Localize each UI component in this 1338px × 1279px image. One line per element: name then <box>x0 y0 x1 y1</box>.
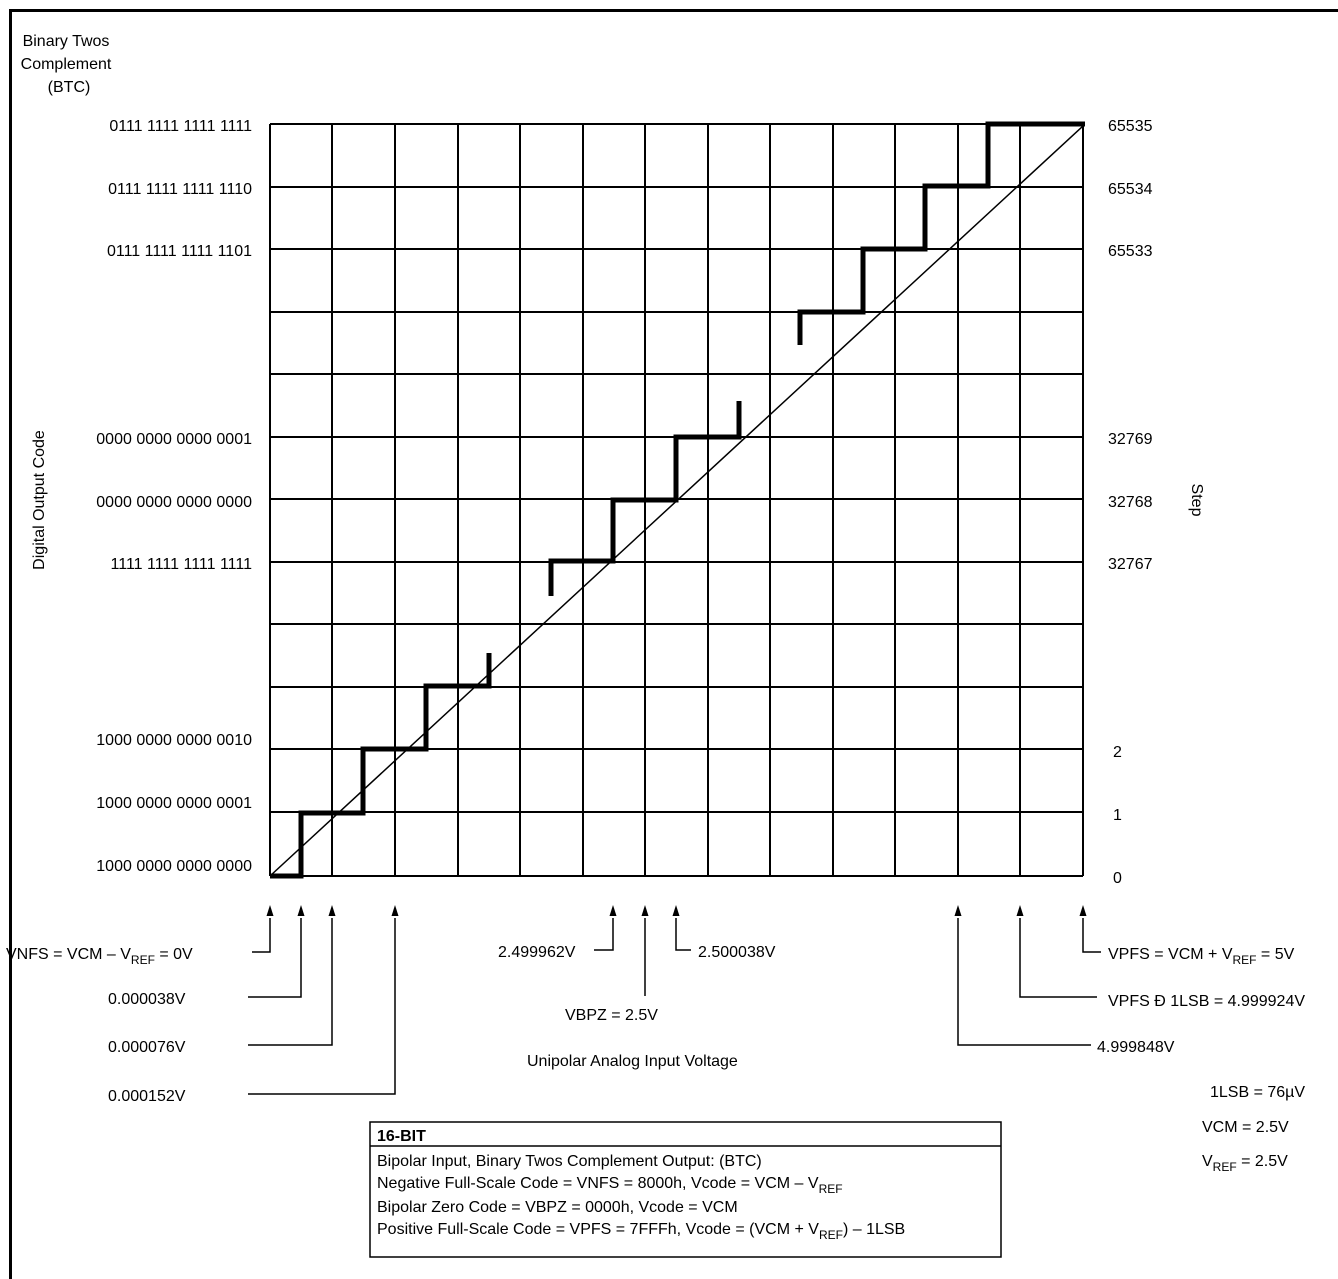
code-label: 0111 1111 1111 1110 <box>108 181 252 198</box>
step-label: 2 <box>1113 744 1122 761</box>
arrowhead <box>298 905 305 916</box>
vpfs-label: VPFS = VCM + VREF = 5V <box>1108 946 1295 967</box>
step-label: 32768 <box>1108 494 1153 511</box>
arrow-leader-line <box>252 918 270 952</box>
info-box: 16-BIT Bipolar Input, Binary Twos Comple… <box>370 1122 1001 1257</box>
code-label: 1111 1111 1111 1111 <box>111 556 253 573</box>
arrowhead <box>673 905 680 916</box>
voltage-label-mid-high: 2.500038V <box>698 944 776 961</box>
step-label: 0 <box>1113 870 1122 887</box>
step-label: 65535 <box>1108 118 1153 135</box>
x-axis-label: Unipolar Analog Input Voltage <box>527 1053 738 1070</box>
code-label: 0000 0000 0000 0000 <box>96 494 252 511</box>
arrow-leader-line <box>248 918 301 997</box>
arrowhead <box>267 905 274 916</box>
arrow-leader-line <box>1083 918 1101 952</box>
voltage-label-lsb1: 0.000038V <box>108 991 186 1008</box>
header-line-2: Complement <box>21 56 112 73</box>
arrow-leader-line <box>958 918 1091 1045</box>
arrow-leader-line <box>594 918 613 950</box>
code-label: 0111 1111 1111 1111 <box>109 118 252 135</box>
info-box-title: 16-BIT <box>377 1128 426 1145</box>
arrowhead <box>642 905 649 916</box>
voltage-label-mid-low: 2.499962V <box>498 944 576 961</box>
step-label: 32769 <box>1108 431 1153 448</box>
y-axis-label: Digital Output Code <box>31 430 48 570</box>
code-label: 1000 0000 0000 0001 <box>96 795 252 812</box>
info-box-line: Bipolar Zero Code = VBPZ = 0000h, Vcode … <box>377 1199 738 1216</box>
code-label: 1000 0000 0000 0010 <box>96 732 252 749</box>
voltage-label-lsb4: 0.000152V <box>108 1088 186 1105</box>
step-label: 1 <box>1113 807 1122 824</box>
arrowhead <box>329 905 336 916</box>
step-label: 65533 <box>1108 243 1153 260</box>
code-label: 0000 0000 0000 0001 <box>96 431 252 448</box>
vnfs-label: VNFS = VCM – VREF = 0V <box>6 946 193 967</box>
arrowhead <box>610 905 617 916</box>
step-label: 65534 <box>1108 181 1153 198</box>
code-label: 0111 1111 1111 1101 <box>107 243 252 260</box>
step-label: 32767 <box>1108 556 1153 573</box>
voltage-label-lsb2: 0.000076V <box>108 1039 186 1056</box>
arrow-leader-line <box>248 918 332 1045</box>
arrow-leader-line <box>676 918 691 950</box>
code-label: 1000 0000 0000 0000 <box>96 858 252 875</box>
voltage-arrowheads <box>267 905 1087 916</box>
lsb-param: 1LSB = 76µV <box>1210 1084 1305 1101</box>
right-axis-label: Step <box>1188 484 1205 517</box>
header-line-1: Binary Twos <box>23 33 110 50</box>
arrowhead <box>1080 905 1087 916</box>
info-box-line: Bipolar Input, Binary Twos Complement Ou… <box>377 1153 762 1170</box>
arrow-leader-line <box>1020 918 1097 997</box>
arrowhead <box>955 905 962 916</box>
vref-param: VREF = 2.5V <box>1202 1153 1288 1174</box>
vpfs-minus-1lsb-label: VPFS Ð 1LSB = 4.999924V <box>1108 993 1305 1010</box>
arrowhead <box>1017 905 1024 916</box>
header-line-3: (BTC) <box>48 79 91 96</box>
vbpz-label: VBPZ = 2.5V <box>565 1007 658 1024</box>
vcm-param: VCM = 2.5V <box>1202 1119 1289 1136</box>
voltage-label-high2: 4.999848V <box>1097 1039 1175 1056</box>
arrowhead <box>392 905 399 916</box>
